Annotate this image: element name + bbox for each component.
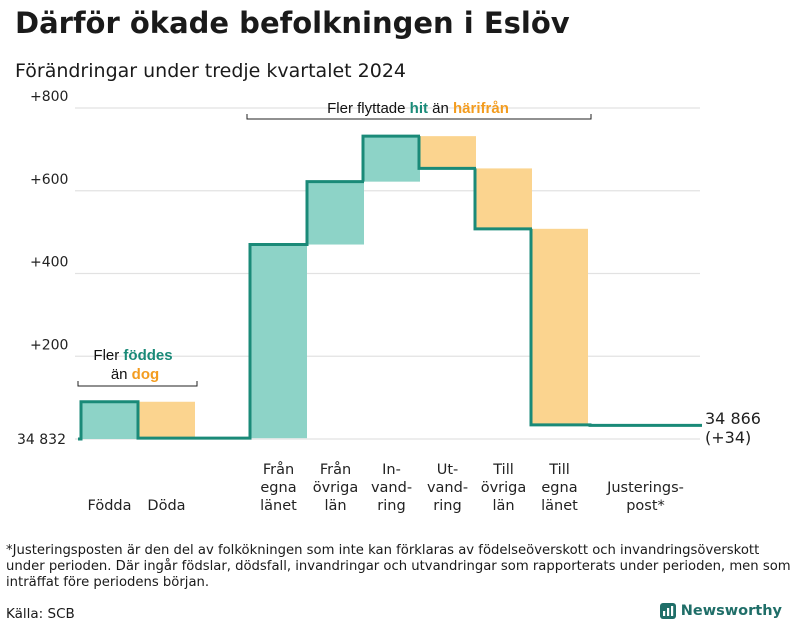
- x-category-label: Till egna länet: [541, 462, 578, 514]
- x-axis-labels: Födda Döda Från egna länet Från övriga län In-va…: [88, 461, 684, 514]
- bars: [81, 136, 588, 439]
- x-category-label: In-vand-ring: [371, 462, 412, 514]
- cumulative-step-line: [78, 134, 702, 441]
- baseline-label: 34 832: [17, 432, 66, 448]
- x-category-label: Ut-vand-ring: [427, 462, 468, 514]
- waterfall-bar: [363, 136, 420, 182]
- births-bracket: [77, 381, 198, 387]
- brand-name: Newsworthy: [680, 603, 782, 619]
- chart-title: Därför ökade befolkningen i Eslöv: [15, 6, 570, 40]
- births-annotation-line2: än dog: [111, 366, 159, 383]
- y-axis-ticks: +200 +400 +600 +800 34 832: [17, 89, 68, 448]
- footnote: *Justeringsposten är den del av folkökni…: [6, 543, 791, 590]
- y-tick-label: +200: [30, 337, 68, 353]
- waterfall-bar: [307, 181, 364, 245]
- x-category-label: Födda: [88, 498, 132, 514]
- end-change: (+34): [705, 428, 751, 447]
- source-label: Källa: SCB: [6, 606, 75, 622]
- end-value-label: 34 866(+34): [705, 409, 761, 447]
- y-tick-label: +800: [30, 89, 68, 105]
- end-value: 34 866: [705, 409, 761, 428]
- waterfall-bar: [419, 136, 476, 169]
- x-category-label: Justerings-post*: [606, 480, 684, 514]
- brand-chart-icon: [659, 603, 676, 619]
- migration-annotation: Fler flyttade hit än härifrån: [327, 100, 509, 117]
- births-annotation-line1: Fler föddes: [93, 347, 172, 364]
- x-category-label: Döda: [147, 498, 185, 514]
- y-tick-label: +400: [30, 255, 68, 271]
- migration-bracket: [246, 114, 592, 120]
- waterfall-bar: [138, 401, 195, 439]
- newsworthy-logo: Newsworthy: [659, 603, 782, 619]
- waterfall-bar: [81, 401, 138, 439]
- y-tick-label: +600: [30, 172, 68, 188]
- x-category-label: Till övriga län: [481, 462, 527, 514]
- waterfall-bar: [531, 228, 588, 425]
- x-category-label: Från egna länet: [260, 461, 297, 514]
- annotations: Fler föddes än dog Fler flyttade hit än hä…: [77, 100, 592, 387]
- gridlines: [75, 107, 700, 440]
- waterfall-bar: [250, 244, 307, 439]
- waterfall-chart: +200 +400 +600 +800 34 832 Födda Döda Från egna…: [17, 89, 761, 514]
- x-category-label: Från övriga län: [313, 461, 359, 514]
- waterfall-bar: [475, 168, 532, 229]
- chart-subtitle: Förändringar under tredje kvartalet 2024: [15, 60, 407, 82]
